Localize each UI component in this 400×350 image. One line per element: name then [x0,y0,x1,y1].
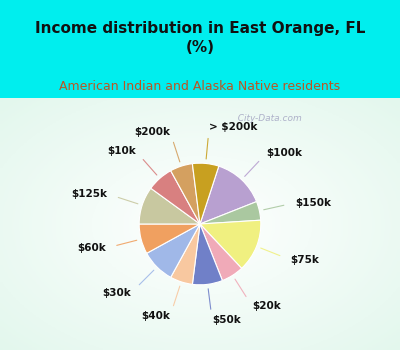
Text: $100k: $100k [266,148,302,158]
Text: $200k: $200k [134,127,170,136]
Wedge shape [147,224,200,277]
Wedge shape [200,202,261,224]
Text: $75k: $75k [290,255,319,265]
Text: $30k: $30k [102,288,131,298]
Wedge shape [192,163,219,224]
Wedge shape [139,188,200,224]
Text: $60k: $60k [77,243,106,253]
Wedge shape [151,171,200,224]
Text: $50k: $50k [212,315,241,326]
Wedge shape [200,220,261,268]
Wedge shape [171,224,200,284]
Text: $10k: $10k [107,146,136,156]
Text: Income distribution in East Orange, FL
(%): Income distribution in East Orange, FL (… [35,21,365,55]
Text: $40k: $40k [141,312,170,321]
Text: $150k: $150k [295,198,331,208]
Text: American Indian and Alaska Native residents: American Indian and Alaska Native reside… [60,79,340,93]
Wedge shape [171,164,200,224]
Wedge shape [200,166,256,224]
Wedge shape [139,224,200,253]
Text: $125k: $125k [72,189,108,199]
Text: > $200k: > $200k [209,122,258,132]
Text: City-Data.com: City-Data.com [232,114,302,123]
Text: $20k: $20k [252,301,281,311]
Wedge shape [192,224,222,285]
Wedge shape [200,224,242,281]
